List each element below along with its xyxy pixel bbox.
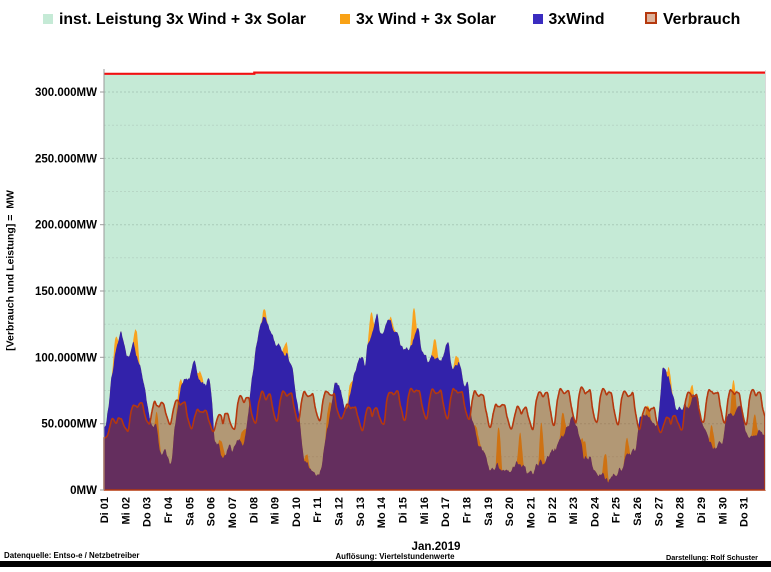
svg-text:50.000MW: 50.000MW (41, 419, 97, 431)
svg-text:Mi 02: Mi 02 (120, 497, 132, 525)
svg-text:250.000MW: 250.000MW (35, 153, 97, 165)
svg-text:Mo 07: Mo 07 (227, 497, 239, 528)
svg-text:Fr 18: Fr 18 (462, 497, 474, 523)
svg-text:Di 01: Di 01 (99, 497, 111, 523)
svg-text:So 06: So 06 (206, 497, 218, 526)
svg-text:Mo 21: Mo 21 (526, 497, 538, 528)
svg-text:Mi 30: Mi 30 (717, 497, 729, 525)
svg-text:Mo 28: Mo 28 (675, 497, 687, 528)
svg-text:Mi 09: Mi 09 (270, 497, 282, 525)
svg-text:300.000MW: 300.000MW (35, 87, 97, 99)
svg-text:So 13: So 13 (355, 497, 367, 526)
svg-text:Do 31: Do 31 (739, 497, 751, 527)
svg-text:So 20: So 20 (504, 497, 516, 526)
svg-text:0MW: 0MW (70, 485, 97, 497)
svg-text:So 27: So 27 (653, 497, 665, 526)
svg-text:Sa 12: Sa 12 (334, 497, 346, 526)
svg-text:Do 17: Do 17 (440, 497, 452, 527)
svg-text:Mi 23: Mi 23 (568, 497, 580, 525)
svg-text:Fr 11: Fr 11 (312, 497, 324, 523)
svg-text:Sa 19: Sa 19 (483, 497, 495, 526)
svg-text:[Verbrauch und Leistung] = MW: [Verbrauch und Leistung] = MW (5, 190, 17, 351)
svg-text:Do 24: Do 24 (589, 496, 601, 527)
svg-text:150.000MW: 150.000MW (35, 286, 97, 298)
svg-text:Di 29: Di 29 (696, 497, 708, 523)
svg-text:Sa 26: Sa 26 (632, 497, 644, 526)
svg-text:Mi 16: Mi 16 (419, 497, 431, 525)
svg-text:Sa 05: Sa 05 (184, 497, 196, 526)
svg-text:200.000MW: 200.000MW (35, 220, 97, 232)
svg-text:Di 15: Di 15 (398, 497, 410, 523)
svg-text:100.000MW: 100.000MW (35, 352, 97, 364)
svg-text:Di 22: Di 22 (547, 497, 559, 523)
svg-text:Fr 25: Fr 25 (611, 497, 623, 523)
svg-text:Fr 04: Fr 04 (163, 496, 175, 523)
svg-text:Do 03: Do 03 (142, 497, 154, 527)
svg-text:Di 08: Di 08 (248, 497, 260, 523)
svg-text:Mo 14: Mo 14 (376, 496, 388, 528)
svg-text:Do 10: Do 10 (291, 497, 303, 527)
